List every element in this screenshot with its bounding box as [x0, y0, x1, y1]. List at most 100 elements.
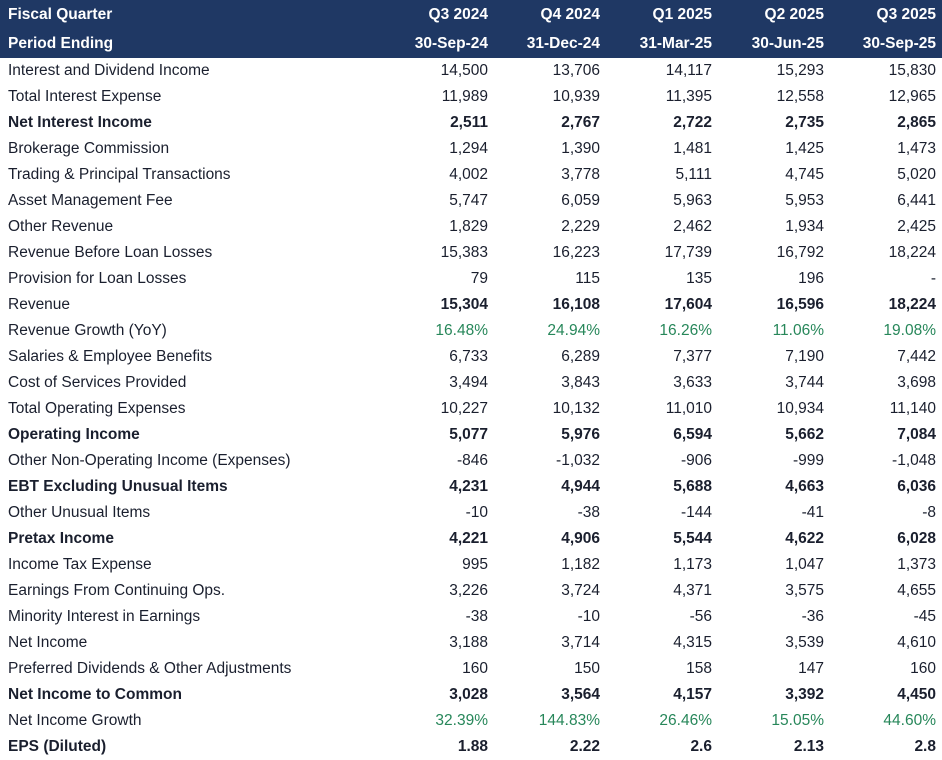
cell-value: -38	[465, 608, 488, 625]
cell-value: 16.26%	[659, 322, 712, 339]
cell-value: 3,575	[785, 582, 824, 599]
table-row: Cost of Services Provided 3,494 3,843 3,…	[0, 370, 942, 396]
row-label: Provision for Loan Losses	[8, 270, 187, 287]
cell-value: 15.05%	[771, 712, 824, 729]
cell-value: 26.46%	[659, 712, 712, 729]
cell-value: 6,441	[897, 192, 936, 209]
cell-value: -144	[680, 504, 712, 521]
row-label: Salaries & Employee Benefits	[8, 348, 213, 365]
cell-value: 5,963	[673, 192, 712, 209]
cell-value: 3,778	[561, 166, 600, 183]
table-row: EPS (Diluted) 1.88 2.22 2.6 2.13 2.8	[0, 734, 942, 760]
cell-value: 2,425	[897, 218, 936, 235]
table-row: Brokerage Commission 1,294 1,390 1,481 1…	[0, 136, 942, 162]
cell-value: 16.48%	[435, 322, 488, 339]
table-row: Total Interest Expense 11,989 10,939 11,…	[0, 84, 942, 110]
cell-value: 1,173	[673, 556, 712, 573]
cell-value: 2,722	[673, 114, 712, 131]
table-row: Preferred Dividends & Other Adjustments …	[0, 656, 942, 682]
cell-value: 4,157	[673, 686, 712, 703]
cell-value: 6,289	[561, 348, 600, 365]
cell-value: 10,227	[440, 400, 488, 417]
header-period-30-jun-25: 30-Jun-25	[718, 29, 830, 58]
cell-value: 19.08%	[883, 322, 936, 339]
cell-value: 6,594	[673, 426, 712, 443]
header-row-fiscal-quarter: Fiscal Quarter Q3 2024 Q4 2024 Q1 2025 Q…	[0, 0, 942, 29]
cell-value: 2.8	[914, 738, 936, 755]
cell-value: 11,989	[441, 88, 488, 105]
row-label: Other Revenue	[8, 218, 114, 235]
cell-value: 4,906	[561, 530, 600, 547]
cell-value: 1,829	[449, 218, 488, 235]
table-row: Operating Income 5,077 5,976 6,594 5,662…	[0, 422, 942, 448]
row-label: Total Interest Expense	[8, 88, 162, 105]
cell-value: -	[930, 270, 936, 287]
cell-value: 5,953	[785, 192, 824, 209]
cell-value: -846	[456, 452, 488, 469]
cell-value: 15,383	[440, 244, 488, 261]
cell-value: 10,939	[552, 88, 600, 105]
table-row: Net Interest Income 2,511 2,767 2,722 2,…	[0, 110, 942, 136]
row-label: Earnings From Continuing Ops.	[8, 582, 226, 599]
header-period-30-sep-24: 30-Sep-24	[382, 29, 494, 58]
cell-value: 3,226	[449, 582, 488, 599]
table-row: Salaries & Employee Benefits 6,733 6,289…	[0, 344, 942, 370]
cell-value: 10,132	[552, 400, 600, 417]
cell-value: 1,390	[561, 140, 600, 157]
cell-value: 1,934	[785, 218, 824, 235]
cell-value: 5,747	[449, 192, 488, 209]
cell-value: 11,140	[889, 400, 936, 417]
row-label: Asset Management Fee	[8, 192, 173, 209]
cell-value: 5,111	[675, 166, 713, 183]
header-quarter-q1-2025: Q1 2025	[606, 0, 718, 29]
cell-value: 3,843	[561, 374, 600, 391]
cell-value: 15,293	[776, 62, 824, 79]
cell-value: 160	[910, 660, 936, 677]
table-row: Revenue 15,304 16,108 17,604 16,596 18,2…	[0, 292, 942, 318]
header-row-period-ending: Period Ending 30-Sep-24 31-Dec-24 31-Mar…	[0, 29, 942, 58]
cell-value: 6,059	[561, 192, 600, 209]
table-row: Trading & Principal Transactions 4,002 3…	[0, 162, 942, 188]
cell-value: 3,633	[673, 374, 712, 391]
cell-value: 13,706	[552, 62, 600, 79]
cell-value: 16,108	[552, 296, 600, 313]
cell-value: 2,462	[673, 218, 712, 235]
cell-value: 16,792	[776, 244, 824, 261]
row-label: Pretax Income	[8, 530, 114, 547]
cell-value: -38	[577, 504, 600, 521]
row-label: Net Interest Income	[8, 114, 152, 131]
cell-value: 79	[470, 270, 488, 287]
cell-value: 5,077	[449, 426, 488, 443]
header-quarter-q2-2025: Q2 2025	[718, 0, 830, 29]
cell-value: 4,450	[897, 686, 936, 703]
cell-value: 3,494	[449, 374, 488, 391]
cell-value: 1,473	[897, 140, 936, 157]
row-label: Net Income Growth	[8, 712, 142, 729]
cell-value: -1,032	[556, 452, 600, 469]
row-label: Trading & Principal Transactions	[8, 166, 231, 183]
row-label: Other Non-Operating Income (Expenses)	[8, 452, 291, 469]
cell-value: 24.94%	[547, 322, 600, 339]
cell-value: 1,294	[449, 140, 488, 157]
row-label: Brokerage Commission	[8, 140, 170, 157]
cell-value: 3,028	[449, 686, 488, 703]
row-label: Cost of Services Provided	[8, 374, 187, 391]
cell-value: 4,655	[897, 582, 936, 599]
cell-value: 12,965	[888, 88, 936, 105]
cell-value: 18,224	[888, 296, 936, 313]
cell-value: 2,229	[561, 218, 600, 235]
table-row: Other Unusual Items -10 -38 -144 -41 -8	[0, 500, 942, 526]
cell-value: 196	[798, 270, 824, 287]
cell-value: 1,182	[561, 556, 600, 573]
cell-value: 4,745	[785, 166, 824, 183]
table-row: Pretax Income 4,221 4,906 5,544 4,622 6,…	[0, 526, 942, 552]
cell-value: 7,084	[897, 426, 936, 443]
cell-value: 4,622	[785, 530, 824, 547]
header-period-31-dec-24: 31-Dec-24	[494, 29, 606, 58]
cell-value: 135	[686, 270, 712, 287]
header-period-30-sep-25: 30-Sep-25	[830, 29, 942, 58]
header-quarter-q3-2024: Q3 2024	[382, 0, 494, 29]
cell-value: 6,036	[897, 478, 936, 495]
